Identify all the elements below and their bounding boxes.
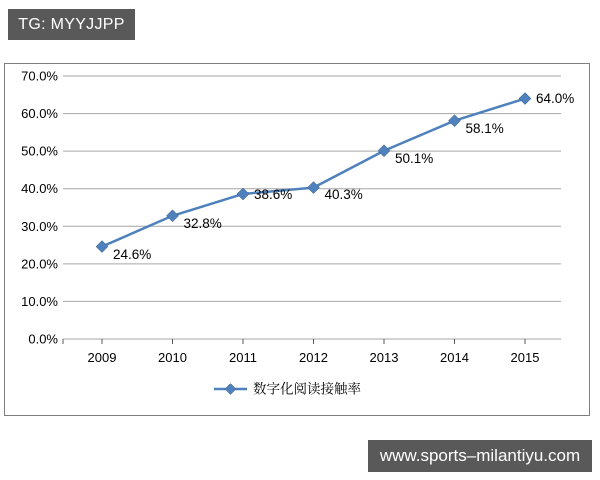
svg-text:2009: 2009 bbox=[88, 350, 117, 365]
svg-text:40.3%: 40.3% bbox=[325, 187, 363, 202]
svg-text:2011: 2011 bbox=[229, 350, 257, 365]
svg-text:70.0%: 70.0% bbox=[21, 69, 58, 84]
svg-text:64.0%: 64.0% bbox=[536, 91, 574, 106]
svg-text:2010: 2010 bbox=[158, 350, 187, 365]
svg-text:2014: 2014 bbox=[440, 350, 469, 365]
svg-text:40.0%: 40.0% bbox=[21, 181, 58, 196]
svg-text:数字化阅读接触率: 数字化阅读接触率 bbox=[253, 378, 361, 398]
svg-text:50.0%: 50.0% bbox=[21, 144, 58, 159]
svg-text:38.6%: 38.6% bbox=[254, 187, 292, 202]
svg-text:0.0%: 0.0% bbox=[28, 332, 58, 347]
svg-text:20.0%: 20.0% bbox=[21, 256, 58, 271]
svg-text:2013: 2013 bbox=[370, 350, 399, 365]
svg-text:58.1%: 58.1% bbox=[466, 121, 504, 136]
svg-text:2015: 2015 bbox=[511, 350, 540, 365]
svg-text:32.8%: 32.8% bbox=[184, 216, 222, 231]
svg-text:60.0%: 60.0% bbox=[21, 106, 58, 121]
svg-text:2012: 2012 bbox=[299, 350, 328, 365]
svg-text:24.6%: 24.6% bbox=[113, 247, 151, 262]
svg-text:30.0%: 30.0% bbox=[21, 219, 58, 234]
svg-text:10.0%: 10.0% bbox=[21, 294, 58, 309]
svg-text:50.1%: 50.1% bbox=[395, 151, 433, 166]
